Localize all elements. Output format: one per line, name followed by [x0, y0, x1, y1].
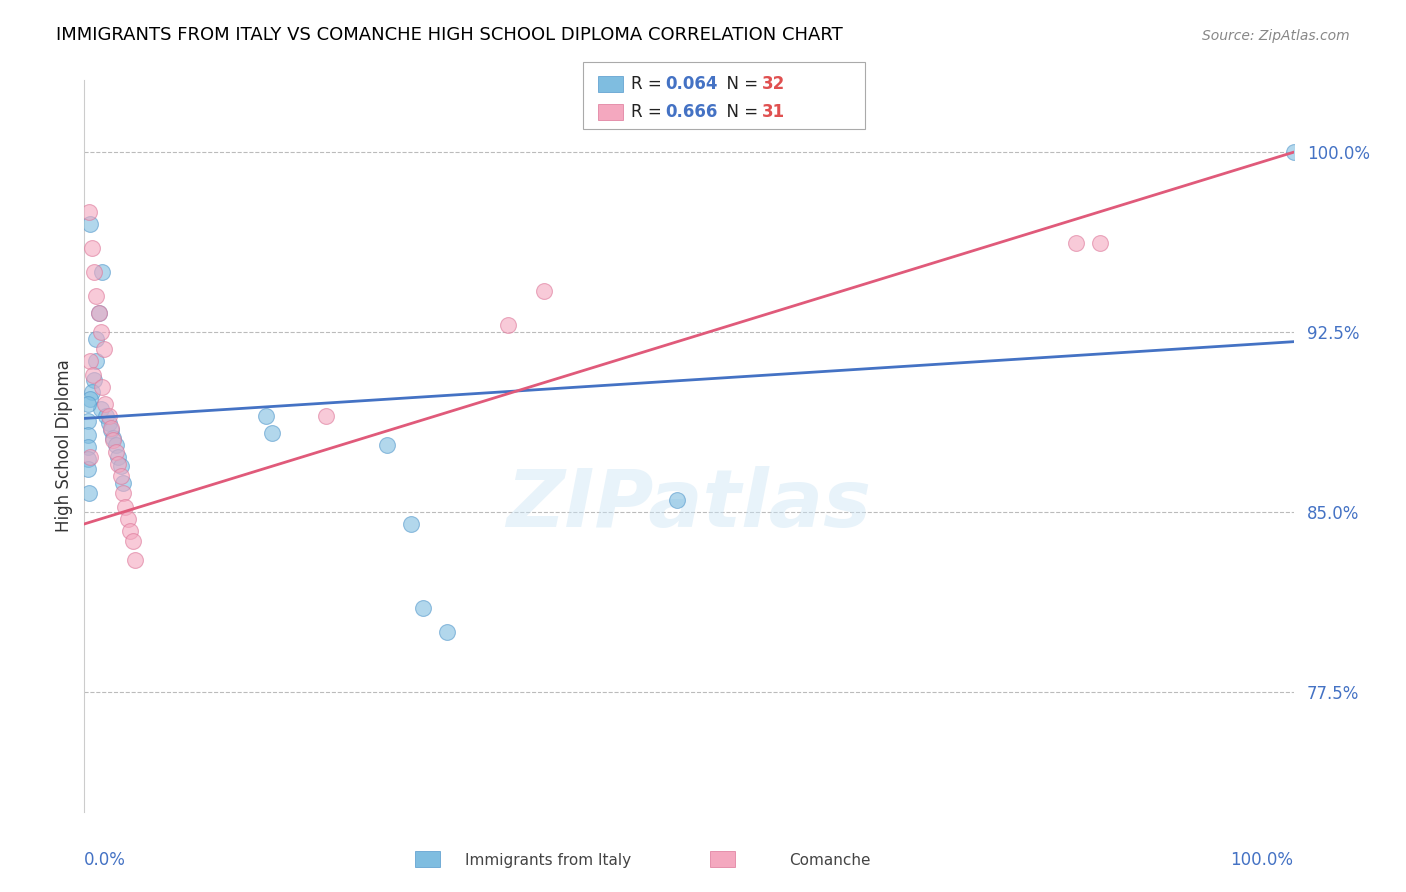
Point [124, 553, 146, 567]
Point [103, 431, 125, 445]
Point [665, 492, 688, 507]
Point [97, 416, 120, 430]
Text: 31: 31 [762, 103, 785, 121]
Point [87, 306, 110, 320]
Point [90, 325, 112, 339]
Text: 0.0%: 0.0% [84, 851, 127, 869]
Point [112, 476, 135, 491]
Point [104, 445, 127, 459]
Point [87, 306, 110, 320]
Point [104, 438, 127, 452]
Text: Source: ZipAtlas.com: Source: ZipAtlas.com [1202, 29, 1350, 43]
Point [77, 397, 100, 411]
Point [86, 289, 108, 303]
Point [86, 332, 108, 346]
Point [496, 318, 519, 332]
Point [79, 392, 101, 407]
Point [77, 428, 100, 442]
Point [79, 354, 101, 368]
Point [412, 600, 434, 615]
Text: Comanche: Comanche [789, 854, 870, 868]
Point [77, 462, 100, 476]
Text: N =: N = [716, 103, 763, 121]
Point [112, 485, 135, 500]
Point [91, 265, 114, 279]
Point [120, 524, 142, 538]
Text: Immigrants from Italy: Immigrants from Italy [465, 854, 631, 868]
Point [77, 205, 100, 219]
Point [82, 368, 104, 383]
Point [260, 425, 283, 440]
Point [533, 285, 555, 299]
Point [100, 421, 122, 435]
Point [79, 450, 101, 464]
Point [77, 414, 100, 428]
Text: 0.666: 0.666 [665, 103, 717, 121]
Text: ZIPatlas: ZIPatlas [506, 466, 872, 543]
Point [254, 409, 277, 423]
Point [94, 409, 117, 423]
Point [110, 469, 132, 483]
Text: 32: 32 [762, 75, 786, 93]
Point [77, 440, 100, 454]
Text: IMMIGRANTS FROM ITALY VS COMANCHE HIGH SCHOOL DIPLOMA CORRELATION CHART: IMMIGRANTS FROM ITALY VS COMANCHE HIGH S… [56, 26, 844, 44]
Point [103, 433, 125, 447]
Point [93, 342, 115, 356]
Point [1088, 236, 1111, 251]
Point [86, 354, 108, 368]
Point [375, 438, 398, 452]
Point [399, 516, 422, 531]
Point [83, 373, 105, 387]
Point [80, 385, 103, 400]
Point [117, 512, 139, 526]
Text: R =: R = [631, 103, 668, 121]
Point [436, 624, 458, 639]
Y-axis label: High School Diploma: High School Diploma [55, 359, 73, 533]
Point [97, 409, 120, 423]
Text: N =: N = [716, 75, 763, 93]
Point [90, 401, 112, 416]
Point [80, 241, 103, 255]
Point [1064, 236, 1087, 251]
Text: 0.064: 0.064 [665, 75, 717, 93]
Point [94, 397, 117, 411]
Point [79, 217, 101, 231]
Point [77, 485, 100, 500]
Point [83, 265, 105, 279]
Text: R =: R = [631, 75, 668, 93]
Point [315, 409, 337, 423]
Point [121, 533, 143, 548]
Text: 100.0%: 100.0% [1230, 851, 1294, 869]
Point [107, 457, 129, 471]
Point [114, 500, 136, 515]
Point [1282, 145, 1305, 160]
Point [77, 452, 100, 467]
Point [107, 450, 129, 464]
Point [100, 424, 122, 438]
Point [91, 380, 114, 394]
Point [110, 459, 132, 474]
